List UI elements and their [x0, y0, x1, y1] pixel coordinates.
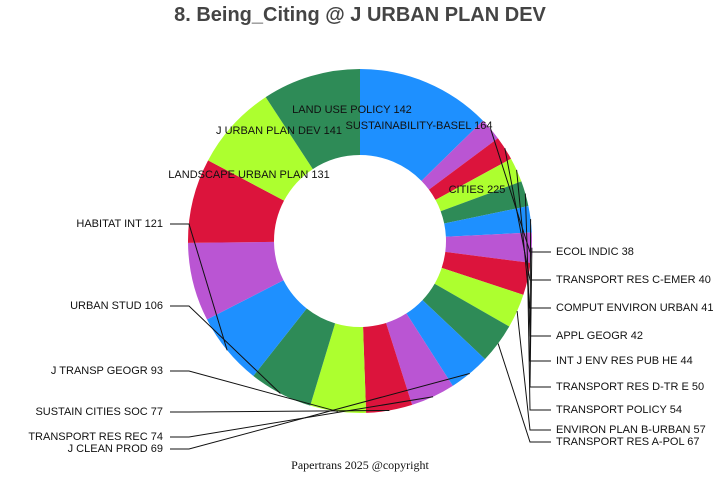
- leader-transport-res-rec: [170, 396, 434, 438]
- slice-transport-res-a-pol: [422, 283, 510, 360]
- slice-transport-res-d-tr-e: [445, 232, 532, 263]
- label-transport-res-d-tr-e: TRANSPORT RES D-TR E 50: [556, 381, 704, 393]
- leader-transport-res-a-pol: [497, 343, 551, 443]
- leader-habitat-int: [170, 223, 228, 351]
- leader-environ-plan-b-urban: [516, 310, 551, 431]
- chart-title: 8. Being_Citing @ J URBAN PLAN DEV: [174, 4, 546, 26]
- label-habitat-int: HABITAT INT 121: [76, 218, 163, 230]
- slice-ecol-indic: [421, 120, 498, 190]
- label-cities: CITIES 225: [449, 184, 506, 196]
- slice-j-urban-plan-dev: [188, 160, 285, 243]
- label-j-urban-plan-dev: J URBAN PLAN DEV 141: [216, 125, 342, 137]
- slice-int-j-env-res-pub-he: [444, 205, 532, 237]
- leader-urban-stud: [170, 305, 281, 394]
- label-comput-environ-urban: COMPUT ENVIRON URBAN 41: [556, 302, 714, 314]
- slice-comput-environ-urban: [435, 158, 522, 212]
- label-ecol-indic: ECOL INDIC 38: [556, 246, 634, 258]
- label-j-clean-prod: J CLEAN PROD 69: [68, 443, 163, 455]
- leader-transport-policy: [527, 279, 551, 411]
- slice-transport-policy: [441, 251, 531, 295]
- leader-sustain-cities-soc: [170, 409, 390, 413]
- slice-land-use-policy: [208, 97, 313, 201]
- label-int-j-env-res-pub-he: INT J ENV RES PUB HE 44: [556, 355, 693, 367]
- slices-group: [188, 69, 532, 413]
- label-urban-stud: URBAN STUD 106: [70, 300, 163, 312]
- label-transport-res-rec: TRANSPORT RES REC 74: [28, 431, 163, 443]
- label-sustainability-basel: SUSTAINABILITY-BASEL 164: [346, 120, 493, 132]
- leader-lines-group: [170, 129, 551, 450]
- label-land-use-policy: LAND USE POLICY 142: [292, 104, 412, 116]
- label-appl-geogr: APPL GEOGR 42: [556, 330, 643, 342]
- slice-cities: [360, 69, 483, 181]
- labels-group: CITIES 225 ECOL INDIC 38 TRANSPORT RES C-E…: [28, 104, 713, 455]
- slice-j-clean-prod: [406, 300, 486, 386]
- slice-environ-plan-b-urban: [434, 267, 524, 327]
- leader-j-transp-geogr: [170, 370, 338, 413]
- slice-sustain-cities-soc: [363, 322, 413, 413]
- label-environ-plan-b-urban: ENVIRON PLAN B-URBAN 57: [556, 424, 706, 436]
- copyright-footer: Papertrans 2025 @copyright: [291, 458, 429, 472]
- label-transport-policy: TRANSPORT POLICY 54: [556, 404, 682, 416]
- leader-int-j-env-res-pub-he: [529, 219, 551, 362]
- label-j-transp-geogr: J TRANSP GEOGR 93: [51, 365, 163, 377]
- label-transport-res-a-pol: TRANSPORT RES A-POL 67: [556, 436, 699, 448]
- label-sustain-cities-soc: SUSTAIN CITIES SOC 77: [35, 406, 163, 418]
- slice-appl-geogr: [440, 181, 529, 224]
- slice-habitat-int: [206, 280, 307, 376]
- label-transport-res-c-emer: TRANSPORT RES C-EMER 40: [556, 274, 711, 286]
- slice-j-transp-geogr: [310, 323, 367, 413]
- slice-urban-stud: [253, 308, 336, 406]
- leader-transport-res-d-tr-e: [529, 247, 551, 388]
- label-landscape-urban-plan: LANDSCAPE URBAN PLAN 131: [168, 169, 329, 181]
- leader-j-clean-prod: [170, 372, 470, 450]
- slice-transport-res-c-emer: [428, 138, 512, 200]
- slice-sustainability-basel: [265, 69, 360, 170]
